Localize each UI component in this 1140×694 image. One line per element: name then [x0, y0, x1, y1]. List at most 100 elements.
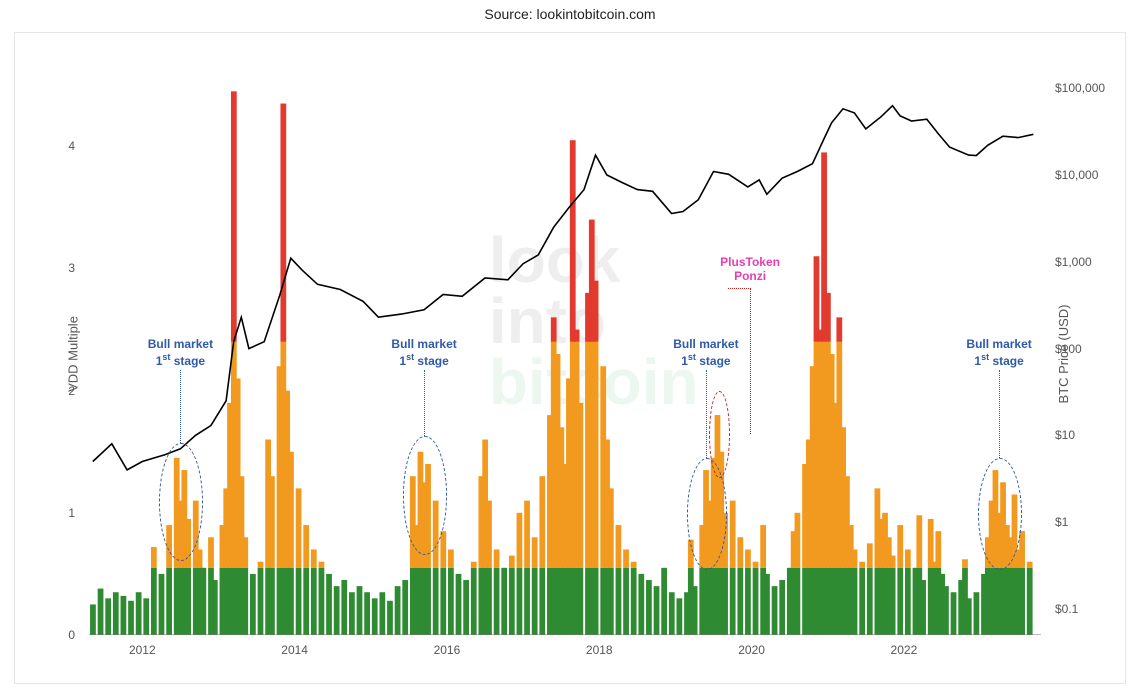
plustoken-leader — [728, 288, 751, 434]
vdd-bar — [890, 556, 896, 568]
left-axis-title: VDD Multiple — [65, 316, 80, 392]
vdd-bar — [646, 580, 652, 635]
vdd-bar — [730, 568, 736, 635]
chart-svg — [89, 73, 1041, 635]
vdd-bar — [517, 513, 523, 568]
vdd-bar — [779, 580, 785, 635]
vdd-bar — [151, 547, 157, 568]
vdd-bar — [852, 549, 858, 567]
vdd-bar — [608, 568, 614, 635]
vdd-bar — [90, 604, 96, 635]
right-axis-tick-label: $1,000 — [1049, 255, 1092, 269]
vdd-bar — [928, 519, 934, 568]
x-axis-tick-label: 2020 — [738, 643, 765, 657]
vdd-bar — [962, 559, 968, 568]
vdd-bar — [867, 543, 873, 567]
vdd-bar — [593, 342, 599, 568]
vdd-bar — [471, 568, 477, 635]
vdd-bar — [1027, 562, 1033, 568]
vdd-bar — [593, 281, 599, 342]
vdd-bar — [631, 568, 637, 635]
vdd-bar — [524, 568, 530, 635]
vdd-bar — [935, 531, 941, 568]
vdd-bar — [494, 568, 500, 635]
vdd-bar — [574, 330, 580, 342]
vdd-bar — [859, 568, 865, 635]
vdd-bar — [463, 580, 469, 635]
vdd-bar — [753, 562, 759, 568]
vdd-bar — [258, 568, 264, 635]
vdd-bar — [242, 537, 248, 568]
vdd-bar — [212, 580, 218, 635]
vdd-bar — [966, 598, 972, 635]
vdd-bar — [311, 549, 317, 567]
vdd-bar — [509, 556, 515, 568]
annotation-leader — [999, 370, 1000, 458]
vdd-bar — [730, 501, 736, 568]
vdd-bar — [296, 488, 302, 567]
x-axis-tick-label: 2012 — [129, 643, 156, 657]
vdd-bar — [395, 586, 401, 635]
vdd-bar — [425, 568, 431, 635]
vdd-bar — [486, 501, 492, 568]
x-axis-tick-label: 2014 — [281, 643, 308, 657]
bull-market-ellipse — [159, 443, 203, 561]
vdd-bar — [200, 568, 206, 635]
vdd-bar — [208, 537, 214, 568]
bull-market-label: Bull market1st stage — [135, 338, 225, 369]
vdd-bar — [593, 568, 599, 635]
vdd-bar — [311, 568, 317, 635]
vdd-bar — [387, 601, 393, 635]
vdd-bar — [524, 501, 530, 568]
vdd-bar — [814, 256, 820, 342]
vdd-bar — [577, 568, 583, 635]
vdd-bar — [623, 568, 629, 635]
left-axis-tick-label: 3 — [68, 261, 81, 275]
vdd-bar — [532, 537, 538, 568]
vdd-bar — [379, 592, 385, 635]
vdd-bar — [745, 549, 751, 567]
vdd-bar — [905, 549, 911, 567]
right-axis-tick-label: $10 — [1049, 428, 1075, 442]
vdd-bar — [448, 549, 454, 567]
vdd-bar — [608, 488, 614, 567]
vdd-bar — [745, 568, 751, 635]
vdd-bar — [136, 592, 142, 635]
vdd-bar — [638, 574, 644, 635]
vdd-bar — [486, 568, 492, 635]
vdd-bar — [795, 568, 801, 635]
chart-plot-area: look into bitcoin 01234$0.1$1$10$100$1,0… — [89, 73, 1041, 635]
bull-market-label: Bull market1st stage — [379, 338, 469, 369]
vdd-bar — [269, 568, 275, 635]
vdd-bar — [105, 598, 111, 635]
vdd-bar — [185, 568, 191, 635]
vdd-bar — [676, 598, 682, 635]
vdd-bar — [905, 568, 911, 635]
vdd-bar — [1019, 568, 1025, 635]
vdd-bar — [258, 562, 264, 568]
vdd-bar — [402, 580, 408, 635]
vdd-bar — [539, 568, 545, 635]
vdd-bar — [772, 586, 778, 635]
chart-frame: look into bitcoin 01234$0.1$1$10$100$1,0… — [14, 32, 1126, 684]
vdd-bar — [456, 574, 462, 635]
vdd-bar — [440, 531, 446, 568]
bull-market-label: Bull market1st stage — [954, 338, 1044, 369]
vdd-bar — [897, 568, 903, 635]
vdd-bar — [440, 568, 446, 635]
vdd-bar — [737, 568, 743, 635]
vdd-bar — [867, 568, 873, 635]
vdd-bar — [159, 574, 165, 635]
vdd-bar — [916, 515, 922, 568]
vdd-bar — [113, 592, 119, 635]
vdd-bar — [433, 568, 439, 635]
vdd-bar — [494, 549, 500, 567]
vdd-bar — [897, 525, 903, 568]
vdd-bar — [737, 537, 743, 568]
right-axis-title: BTC Price (USD) — [1056, 305, 1071, 404]
vdd-bar — [242, 568, 248, 635]
vdd-bar — [303, 568, 309, 635]
vdd-bar — [951, 592, 957, 635]
left-axis-tick-label: 4 — [68, 139, 81, 153]
vdd-bar — [920, 580, 926, 635]
